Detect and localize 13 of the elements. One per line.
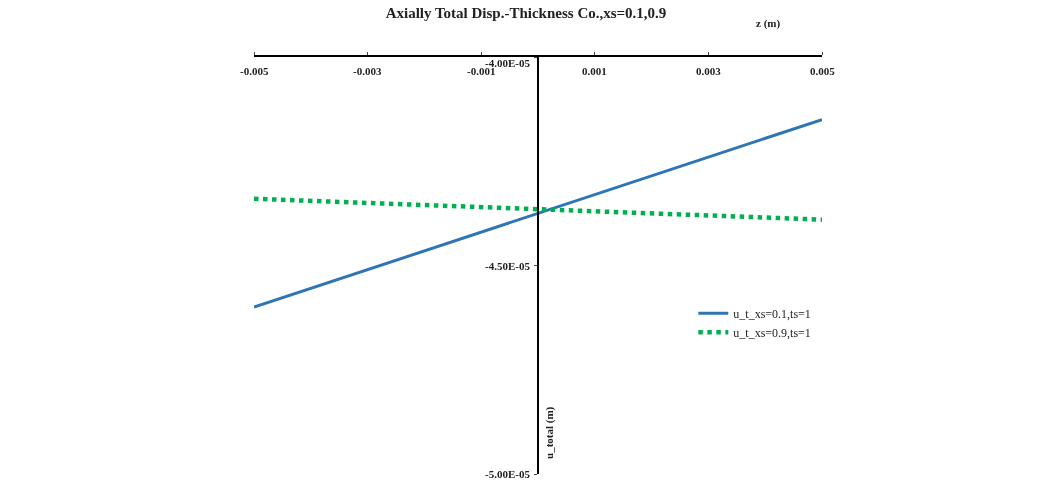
y-axis-title: u_total (m): [543, 406, 557, 459]
legend-label: u_t_xs=0.1,ts=1: [733, 307, 811, 322]
x-tick-label: -0.005: [240, 65, 269, 77]
x-tick-label: -0.003: [353, 65, 382, 77]
x-tick-label: 0.003: [696, 65, 722, 77]
x-tick-label: 0.005: [810, 65, 836, 77]
legend-label: u_t_xs=0.9,ts=1: [733, 326, 811, 341]
chart-title: Axially Total Disp.-Thickness Co.,xs=0.1,0.9: [385, 4, 667, 21]
x-axis-title: z (m): [756, 17, 781, 30]
y-tick-label: -5.00E-05: [485, 468, 531, 480]
y-tick-label: -4.50E-05: [485, 260, 531, 272]
y-tick-label: -4.00E-05: [485, 57, 531, 69]
x-tick-label: 0.001: [582, 65, 607, 77]
